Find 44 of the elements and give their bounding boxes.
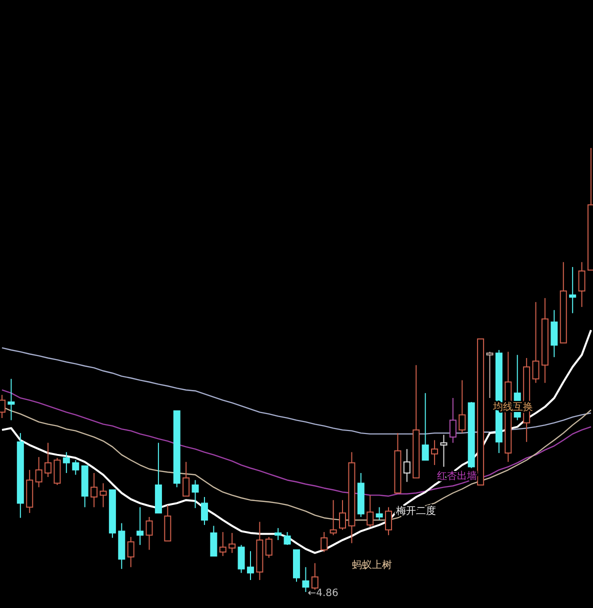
candlestick xyxy=(219,532,226,557)
candlestick xyxy=(210,525,218,557)
candlestick xyxy=(200,496,208,526)
candlestick xyxy=(146,516,153,550)
candlestick xyxy=(228,532,236,554)
candlestick xyxy=(578,262,586,308)
candlestick xyxy=(366,494,374,528)
candlestick xyxy=(238,544,245,574)
candlestick xyxy=(449,397,456,444)
candlestick xyxy=(550,310,558,358)
candlestick xyxy=(302,566,310,592)
candlestick xyxy=(8,378,15,421)
candlestick xyxy=(330,500,337,536)
candlestick xyxy=(54,457,61,486)
candlestick xyxy=(246,550,254,581)
candlestick xyxy=(385,506,392,536)
annotation: ←4.86 xyxy=(308,588,338,599)
candlestick xyxy=(569,266,576,314)
candlestick xyxy=(403,448,410,482)
candlestick xyxy=(440,434,448,468)
candlestick xyxy=(182,461,190,497)
candlestick xyxy=(320,532,328,553)
candlestick xyxy=(62,452,70,474)
candlestick xyxy=(35,456,42,488)
candlestick xyxy=(274,528,282,541)
candlestick xyxy=(486,351,494,398)
annotation: 蚂蚁上树 xyxy=(352,559,392,571)
candlestick xyxy=(136,506,144,546)
candlestick xyxy=(44,442,52,478)
candlestick xyxy=(127,536,134,568)
candlestick xyxy=(458,380,466,434)
candlestick xyxy=(72,460,80,476)
candlestick xyxy=(376,506,383,521)
candlestick xyxy=(265,536,272,558)
candlestick xyxy=(192,480,199,509)
candlestick xyxy=(100,482,107,508)
candlestick xyxy=(532,302,540,384)
candlestick xyxy=(431,440,438,466)
candlestick xyxy=(311,562,318,590)
candlestick xyxy=(422,392,429,461)
candlestick xyxy=(284,532,291,546)
candlestick xyxy=(90,472,98,508)
candlestick xyxy=(339,500,346,530)
annotation: 红杏出墙 xyxy=(437,470,477,482)
